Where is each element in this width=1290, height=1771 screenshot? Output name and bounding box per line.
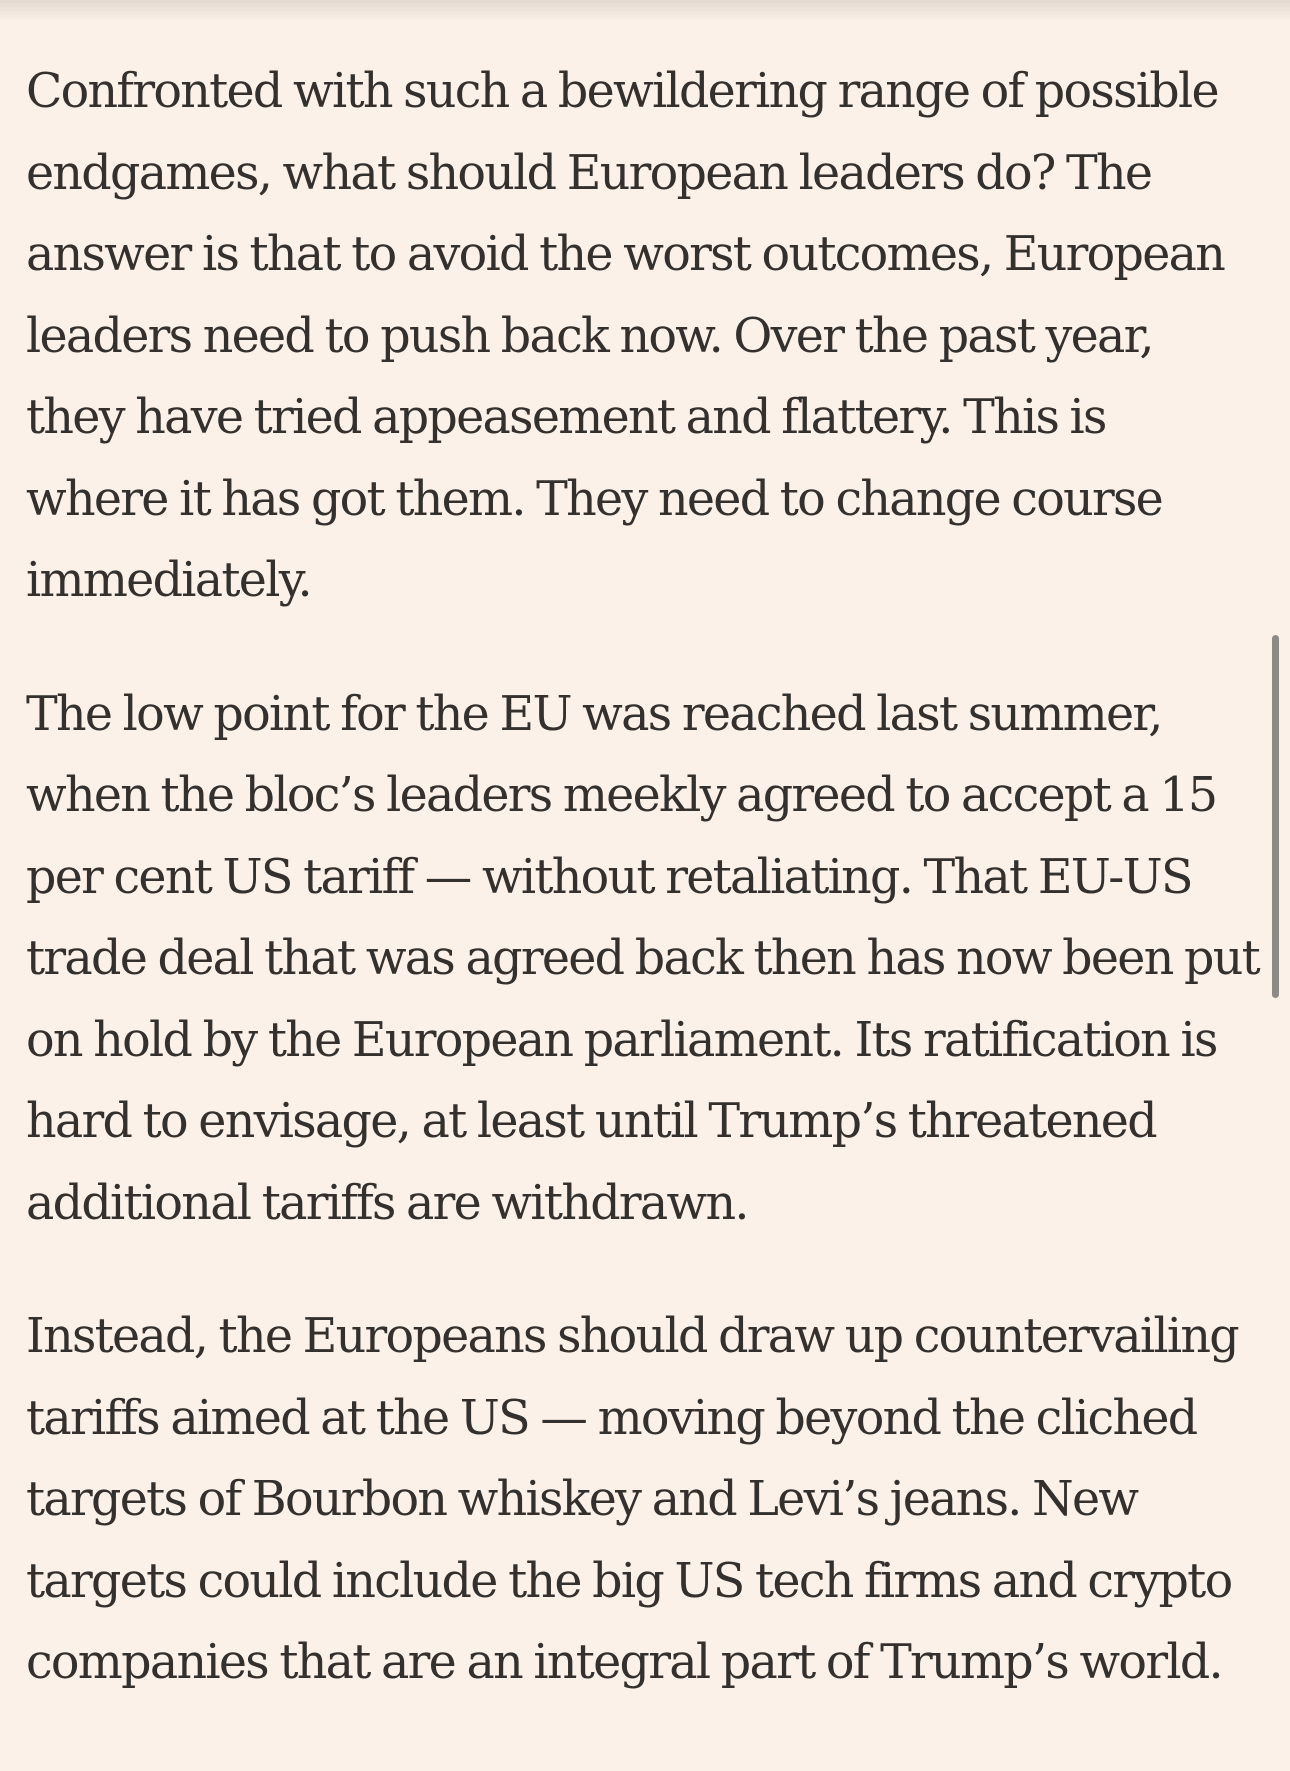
text-line: when the bloc’s leaders meekly agreed to… — [26, 768, 1218, 823]
text-line: per cent US tariff — without retaliating… — [26, 849, 1194, 905]
article-paragraph: The low point for the EU was reached las… — [26, 674, 1266, 1245]
text-line: tariffs aimed at the US — moving beyond … — [26, 1390, 1198, 1446]
text-line: The low point for the EU was reached las… — [26, 686, 1163, 742]
text-line: where it has got them. They need to chan… — [26, 471, 1164, 527]
text-line: targets could include the big US tech fi… — [26, 1553, 1233, 1609]
text-line: answer is that to avoid the worst outcom… — [26, 227, 1226, 282]
text-line: hard to envisage, at least until Trump’s… — [26, 1094, 1158, 1149]
article-paragraph: Instead, the Europeans should draw up co… — [26, 1296, 1266, 1704]
top-edge-shadow — [0, 0, 1290, 22]
text-line: trade deal that was agreed back then has… — [26, 931, 1261, 986]
text-line: on hold by the European parliament. Its … — [26, 1012, 1218, 1068]
text-line: leaders need to push back now. Over the … — [26, 308, 1155, 364]
text-line: immediately. — [26, 553, 313, 608]
article-paragraph: Confronted with such a bewildering range… — [26, 51, 1266, 622]
text-line: companies that are an integral part of T… — [26, 1635, 1224, 1690]
scrollbar-thumb[interactable] — [1272, 635, 1279, 998]
text-line: Confronted with such a bewildering range… — [26, 64, 1220, 119]
text-line: Instead, the Europeans should draw up co… — [26, 1309, 1240, 1364]
text-line: endgames, what should European leaders d… — [26, 145, 1153, 201]
text-line: targets of Bourbon whiskey and Levi’s je… — [26, 1472, 1139, 1527]
text-line: they have tried appeasement and flattery… — [26, 390, 1107, 445]
text-line: additional tariffs are withdrawn. — [26, 1175, 749, 1231]
article-body[interactable]: Confronted with such a bewildering range… — [26, 51, 1266, 1704]
